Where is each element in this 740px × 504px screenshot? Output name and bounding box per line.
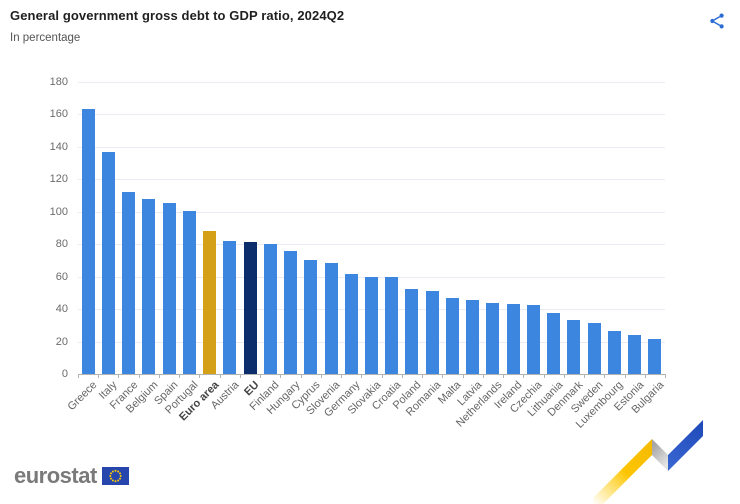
axis-tick (78, 374, 79, 378)
bar-slovakia[interactable] (365, 276, 378, 374)
axis-tick (584, 374, 586, 378)
y-tick-label: 180 (49, 76, 68, 88)
bar-latvia[interactable] (466, 299, 480, 374)
y-tick-label: 20 (55, 335, 68, 348)
axis-tick (543, 374, 545, 378)
gridline (78, 244, 665, 246)
bar-austria[interactable] (223, 240, 237, 374)
bar-spain[interactable] (162, 203, 176, 374)
axis-tick (280, 374, 282, 378)
bar-eu[interactable] (243, 241, 257, 374)
y-tick-label: 100 (49, 205, 68, 218)
axis-tick (563, 374, 565, 378)
bar-ireland[interactable] (506, 304, 520, 374)
page-title: General government gross debt to GDP rat… (10, 8, 345, 23)
bar-cyprus[interactable] (304, 260, 318, 374)
axis-tick (300, 374, 302, 378)
bar-hungary[interactable] (284, 250, 298, 374)
axis-tick (665, 374, 666, 378)
bar-denmark[interactable] (567, 319, 581, 374)
axis-tick (442, 374, 444, 378)
bar-croatia[interactable] (385, 277, 399, 374)
y-tick-label: 160 (49, 108, 68, 121)
bar-greece[interactable] (81, 108, 95, 374)
axis-tick (158, 374, 160, 378)
share-button[interactable] (706, 10, 728, 32)
bar-romania[interactable] (425, 291, 439, 374)
y-tick-label: 120 (49, 173, 68, 186)
y-tick-label: 60 (55, 270, 68, 283)
gridline (78, 114, 665, 116)
axis-tick (179, 374, 181, 378)
axis-tick (239, 374, 241, 378)
axis-tick (401, 374, 403, 378)
gridline (78, 146, 665, 148)
gridline (78, 82, 665, 83)
zigzag-yellow-ribbon (593, 439, 652, 504)
bar-italy[interactable] (101, 151, 115, 374)
eu-flag-stars (109, 469, 122, 483)
axis-tick (118, 374, 120, 378)
bar-netherlands[interactable] (486, 303, 500, 374)
share-icon (710, 13, 724, 29)
bar-bulgaria[interactable] (648, 338, 662, 374)
axis-tick (624, 374, 626, 378)
bar-lithuania[interactable] (547, 313, 561, 374)
axis-tick (138, 374, 140, 378)
x-axis-line (78, 374, 665, 375)
bar-czechia[interactable] (526, 305, 540, 374)
bar-luxembourg[interactable] (607, 330, 621, 374)
axis-tick (361, 374, 363, 378)
zigzag-blue-ribbon (668, 420, 703, 471)
axis-tick (219, 374, 221, 378)
eurostat-logo-text: eurostat (14, 463, 97, 488)
axis-tick (482, 374, 484, 378)
axis-tick (422, 374, 424, 378)
bar-france[interactable] (122, 191, 136, 374)
bar-sweden[interactable] (587, 322, 601, 374)
y-tick-label: 80 (55, 238, 68, 251)
zigzag-gray-ribbon (652, 439, 668, 471)
bar-malta[interactable] (445, 297, 459, 374)
y-tick-label: 40 (55, 303, 68, 316)
bar-finland[interactable] (263, 243, 277, 374)
eu-flag-icon (101, 467, 129, 485)
bar-portugal[interactable] (182, 210, 196, 374)
axis-tick (199, 374, 201, 378)
chart-subtitle: In percentage (10, 32, 81, 44)
eurostat-logo[interactable]: eurostat (14, 464, 129, 488)
gridline (78, 179, 665, 181)
axis-tick (462, 374, 464, 378)
axis-tick (98, 374, 100, 378)
y-tick-label: 0 (61, 368, 68, 380)
bar-estonia[interactable] (628, 335, 642, 374)
axis-tick (503, 374, 505, 378)
eurostat-zigzag-graphic (593, 420, 703, 504)
axis-tick (523, 374, 525, 378)
bar-germany[interactable] (344, 273, 358, 374)
axis-tick (644, 374, 646, 378)
axis-tick (604, 374, 606, 378)
axis-tick (260, 374, 262, 378)
bar-belgium[interactable] (142, 198, 156, 374)
bar-slovenia[interactable] (324, 263, 338, 374)
axis-tick (320, 374, 322, 378)
bar-poland[interactable] (405, 289, 419, 374)
gridline (78, 211, 665, 213)
axis-tick (341, 374, 343, 378)
axis-tick (381, 374, 383, 378)
y-tick-label: 140 (49, 140, 68, 153)
bar-euro-area[interactable] (203, 231, 217, 374)
